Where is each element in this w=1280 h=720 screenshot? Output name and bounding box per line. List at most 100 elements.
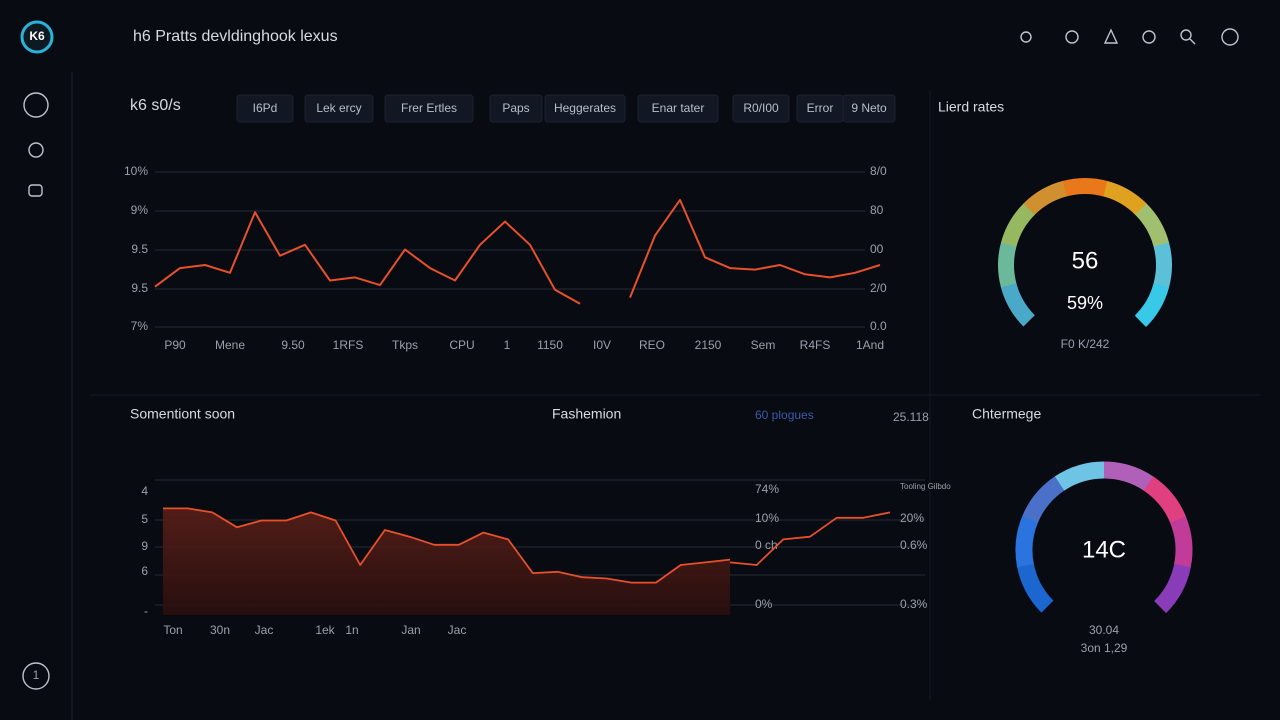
gauge-arc xyxy=(1135,203,1170,248)
tab[interactable] xyxy=(236,94,294,123)
tab[interactable] xyxy=(842,94,896,123)
y-tick-label: - xyxy=(144,604,148,618)
x-tick-label: 1 xyxy=(504,338,511,352)
x-tick-label: 2150 xyxy=(695,338,722,352)
y-tick-label: 9.5 xyxy=(131,281,148,295)
tab-label: Paps xyxy=(502,101,529,115)
x-tick-label: 1And xyxy=(856,338,884,352)
gauge-arc xyxy=(1103,461,1154,492)
gauge-arc xyxy=(1153,242,1172,289)
tab[interactable] xyxy=(304,94,374,123)
x-tick-label: Jac xyxy=(448,623,467,637)
tab-label: Frer Ertles xyxy=(401,101,457,115)
gauge-arc xyxy=(1143,476,1187,524)
y2-tick-label: 8/0 xyxy=(870,164,887,178)
line-series xyxy=(154,198,881,305)
y2-tick-label: 0.6% xyxy=(900,538,928,552)
gauge-sub: 3on 1,29 xyxy=(1081,641,1128,655)
tabs: I6Pd Lek ercy Frer Ertles Paps Heggerates Ena… xyxy=(236,94,896,123)
toolbar-icons xyxy=(22,28,1239,690)
y-tick-label: 4 xyxy=(141,484,148,498)
icon[interactable] xyxy=(1020,31,1032,43)
icon[interactable] xyxy=(1142,30,1156,44)
x-tick-label: 1150 xyxy=(537,338,563,352)
x-tick-label: 1n xyxy=(345,623,358,637)
gauges xyxy=(998,178,1193,614)
gauge-arc xyxy=(1169,516,1193,569)
x-tick-label: Mene xyxy=(215,338,245,352)
x-tick-label: Jan xyxy=(401,623,420,637)
sidebar-footer: 1 xyxy=(33,668,40,682)
tab-label: Heggerates xyxy=(554,101,616,115)
x-tick-label: Ton xyxy=(163,623,182,637)
y2-tick-label: 2/0 xyxy=(870,281,887,295)
gauge-arc xyxy=(1153,563,1191,614)
line-series xyxy=(729,511,891,566)
gauge-arc xyxy=(1054,461,1105,491)
y-tick-label: 9% xyxy=(131,203,149,217)
logo[interactable] xyxy=(20,20,54,54)
icon[interactable] xyxy=(1221,28,1239,46)
y2-tick-label: 0.3% xyxy=(900,597,928,611)
section-label: k6 s0/s xyxy=(130,97,181,114)
gauge-sub: 59% xyxy=(1067,293,1103,313)
x-tick-label: 9.50 xyxy=(281,338,305,352)
gauge-arc xyxy=(1000,203,1036,247)
tab-label: Enar tater xyxy=(652,101,705,115)
panel-title: Somentiont soon xyxy=(130,406,235,422)
tab-label: I6Pd xyxy=(253,101,278,115)
link[interactable]: 60 plogues xyxy=(755,408,814,422)
app-title: h6 Pratts devldinghook lexus xyxy=(133,28,338,45)
panel-title: Lierd rates xyxy=(938,99,1004,115)
x-tick-label: I0V xyxy=(593,338,611,352)
y2-tick-label: 74% xyxy=(755,482,779,496)
nav-icon[interactable] xyxy=(28,142,44,158)
gauge-arc xyxy=(1000,282,1035,327)
x-tick-label: 1RFS xyxy=(333,338,364,352)
logo-text: K6 xyxy=(29,29,45,43)
gauge-arc xyxy=(998,241,1017,288)
y-tick-label: 10% xyxy=(124,164,148,178)
gauge-arc xyxy=(1015,515,1039,568)
tab-label: Error xyxy=(807,101,834,115)
y-tick-label: 9 xyxy=(141,539,148,553)
icon[interactable] xyxy=(1180,29,1192,41)
gauge-arc xyxy=(1103,180,1147,216)
y-tick-label: 5 xyxy=(141,512,148,526)
y2-tick-label: 0 ch xyxy=(755,538,778,552)
y2-tick-label: 80 xyxy=(870,203,884,217)
gauge-arc xyxy=(1062,178,1109,197)
tab[interactable] xyxy=(637,94,719,123)
panel-title: Chtermege xyxy=(972,406,1041,422)
y2-tick-label: 20% xyxy=(900,511,924,525)
tab[interactable] xyxy=(544,94,626,123)
x-tick-label: P90 xyxy=(164,338,186,352)
tab[interactable] xyxy=(489,94,543,123)
gauge-value: 14C xyxy=(1082,536,1126,563)
y-tick-label: 7% xyxy=(131,319,149,333)
y2-tick-label: Tooling Gilbdo xyxy=(900,482,951,491)
gauge-arc xyxy=(1022,475,1066,523)
tab-label: Lek ercy xyxy=(316,101,361,115)
gauge-arc xyxy=(1023,180,1068,215)
x-tick-label: CPU xyxy=(449,338,474,352)
icon[interactable] xyxy=(1065,30,1079,44)
nav-icon[interactable] xyxy=(22,662,50,690)
gauge-arc xyxy=(1134,283,1170,327)
x-tick-label: REO xyxy=(639,338,665,352)
x-tick-label: Jac xyxy=(255,623,274,637)
gauge-value: 56 xyxy=(1072,247,1099,274)
panel-subtitle: Fashemion xyxy=(552,406,621,422)
y2-tick-label: 0.0 xyxy=(870,319,887,333)
x-tick-label: Tkps xyxy=(392,338,418,352)
nav-icon[interactable] xyxy=(28,184,43,197)
x-tick-label: Sem xyxy=(751,338,776,352)
icon[interactable] xyxy=(1103,28,1119,44)
tab[interactable] xyxy=(732,94,790,123)
y2-tick-label: 10% xyxy=(755,511,779,525)
y-tick-label: 9.5 xyxy=(131,242,148,256)
nav-icon[interactable] xyxy=(23,92,49,118)
tab[interactable] xyxy=(384,94,474,123)
x-tick-label: R4FS xyxy=(800,338,831,352)
